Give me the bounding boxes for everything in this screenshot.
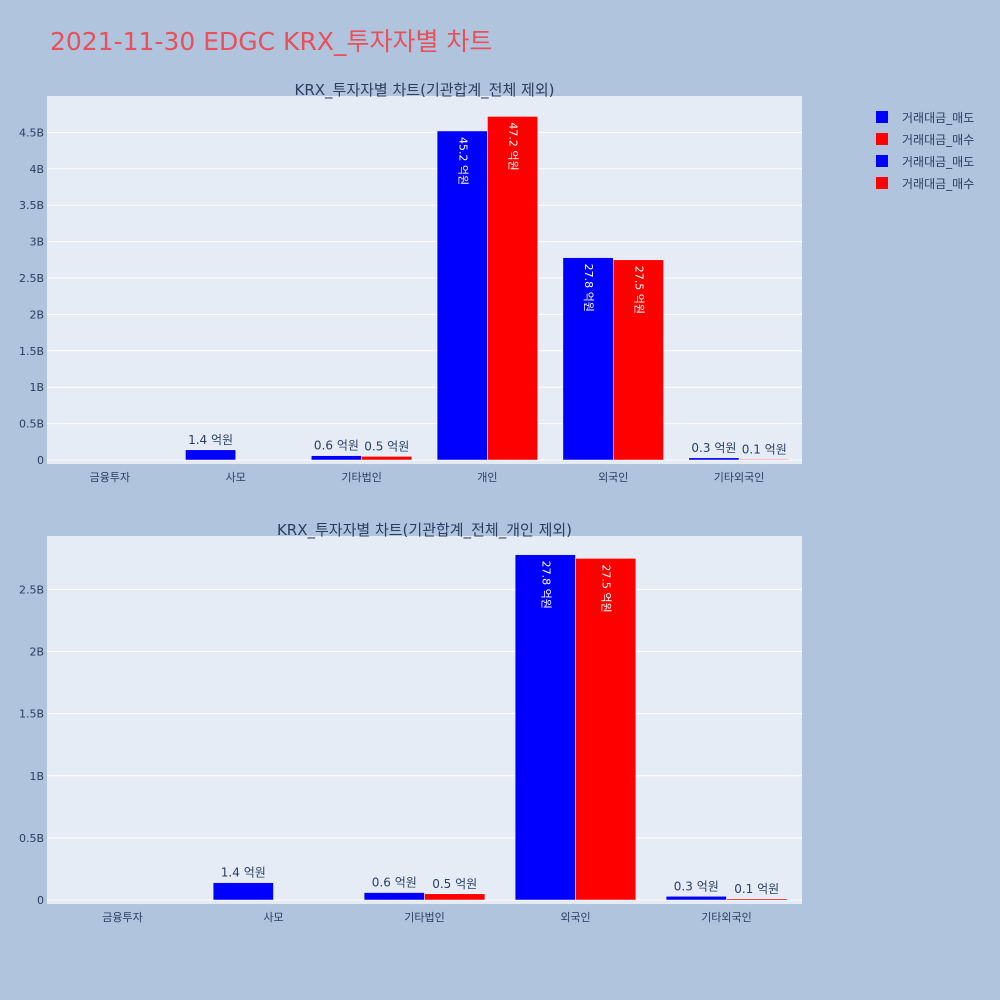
- y-tick-label: 0.5B: [19, 832, 44, 845]
- y-tick-label: 2.5B: [19, 583, 44, 596]
- bar: [424, 893, 486, 901]
- bar: [726, 898, 788, 901]
- bar: [562, 257, 614, 461]
- data-label: 0.1 억원: [734, 882, 779, 896]
- legend-swatch: [876, 177, 888, 189]
- legend-swatch: [876, 111, 888, 123]
- y-tick-label: 4.5B: [19, 126, 44, 139]
- legend-label: 거래대금_매수: [902, 132, 975, 147]
- bar: [363, 892, 425, 901]
- legend-swatch: [876, 155, 888, 167]
- data-label: 0.5 억원: [364, 439, 409, 453]
- legend-label: 거래대금_매도: [902, 110, 975, 125]
- legend-item-buy-1[interactable]: 거래대금_매수: [876, 128, 974, 150]
- data-label: 1.4 억원: [221, 866, 266, 880]
- chart-title: KRX_투자자별 차트(기관합계_전체 제외): [295, 81, 555, 100]
- legend-item-sell-1[interactable]: 거래대금_매도: [876, 106, 974, 128]
- x-tick-label: 기타외국인: [701, 911, 752, 924]
- bar: [185, 449, 237, 461]
- y-tick-label: 0: [37, 894, 44, 907]
- legend-label: 거래대금_매도: [902, 154, 975, 169]
- y-tick-label: 0: [37, 454, 44, 467]
- bar: [487, 116, 538, 461]
- bar: [738, 459, 790, 461]
- y-tick-label: 2B: [29, 308, 44, 321]
- y-tick-label: 0.5B: [19, 418, 44, 431]
- y-tick-label: 4B: [29, 163, 44, 176]
- data-label: 0.1 억원: [742, 442, 787, 456]
- chart-top: 0 0.5B 1B 1.5B 2B 2.5B 3B 3.5B 4B 4.5B KRX_투자자별 차트…: [19, 81, 802, 484]
- y-tick-label: 1B: [29, 770, 44, 783]
- bar: [665, 896, 727, 901]
- legend-item-buy-2[interactable]: 거래대금_매수: [876, 172, 974, 194]
- x-tick-label: 사모: [263, 911, 283, 924]
- data-label: 45.2 억원: [456, 137, 469, 185]
- x-tick-label: 기타외국인: [714, 471, 765, 484]
- x-tick-label: 개인: [477, 471, 497, 484]
- data-label: 27.5 억원: [632, 266, 645, 314]
- legend-swatch: [876, 133, 888, 145]
- x-tick-label: 금융투자: [102, 911, 142, 924]
- data-label: 1.4 억원: [188, 433, 233, 447]
- legend: 거래대금_매도 거래대금_매수 거래대금_매도 거래대금_매수: [876, 106, 974, 194]
- bar: [575, 558, 637, 901]
- y-tick-label: 3B: [29, 236, 44, 249]
- data-label: 27.8 억원: [539, 561, 552, 609]
- data-label: 27.8 억원: [582, 264, 595, 312]
- y-tick-label: 2.5B: [19, 272, 44, 285]
- x-tick-label: 기타법인: [404, 911, 444, 924]
- plot-area: [47, 96, 802, 464]
- bar: [613, 259, 664, 461]
- y-tick-label: 1.5B: [19, 708, 44, 721]
- x-tick-label: 외국인: [598, 471, 628, 484]
- y-tick-label: 2B: [29, 646, 44, 659]
- x-tick-label: 금융투자: [90, 471, 130, 484]
- y-tick-label: 1.5B: [19, 345, 44, 358]
- bar: [361, 456, 413, 461]
- x-tick-label: 기타법인: [341, 471, 381, 484]
- data-label: 0.5 억원: [432, 877, 477, 891]
- plot-area: [47, 536, 802, 904]
- page-title: 2021-11-30 EDGC KRX_투자자별 차트: [50, 27, 493, 56]
- data-label: 0.3 억원: [674, 879, 719, 893]
- legend-label: 거래대금_매수: [902, 176, 975, 191]
- x-tick-label: 사모: [226, 471, 246, 484]
- bar: [436, 130, 488, 461]
- x-tick-label: 외국인: [560, 911, 590, 924]
- y-tick-label: 1B: [29, 381, 44, 394]
- data-label: 0.6 억원: [372, 876, 417, 890]
- data-label: 0.3 억원: [691, 441, 736, 455]
- data-label: 47.2 억원: [507, 122, 520, 170]
- data-label: 0.6 억원: [314, 439, 359, 453]
- bar: [688, 457, 740, 461]
- bar: [212, 882, 274, 901]
- bar: [514, 554, 576, 901]
- y-tick-label: 3.5B: [19, 199, 44, 212]
- legend-item-sell-2[interactable]: 거래대금_매도: [876, 150, 974, 172]
- chart-title: KRX_투자자별 차트(기관합계_전체_개인 제외): [277, 521, 572, 540]
- data-label: 27.5 억원: [600, 564, 613, 612]
